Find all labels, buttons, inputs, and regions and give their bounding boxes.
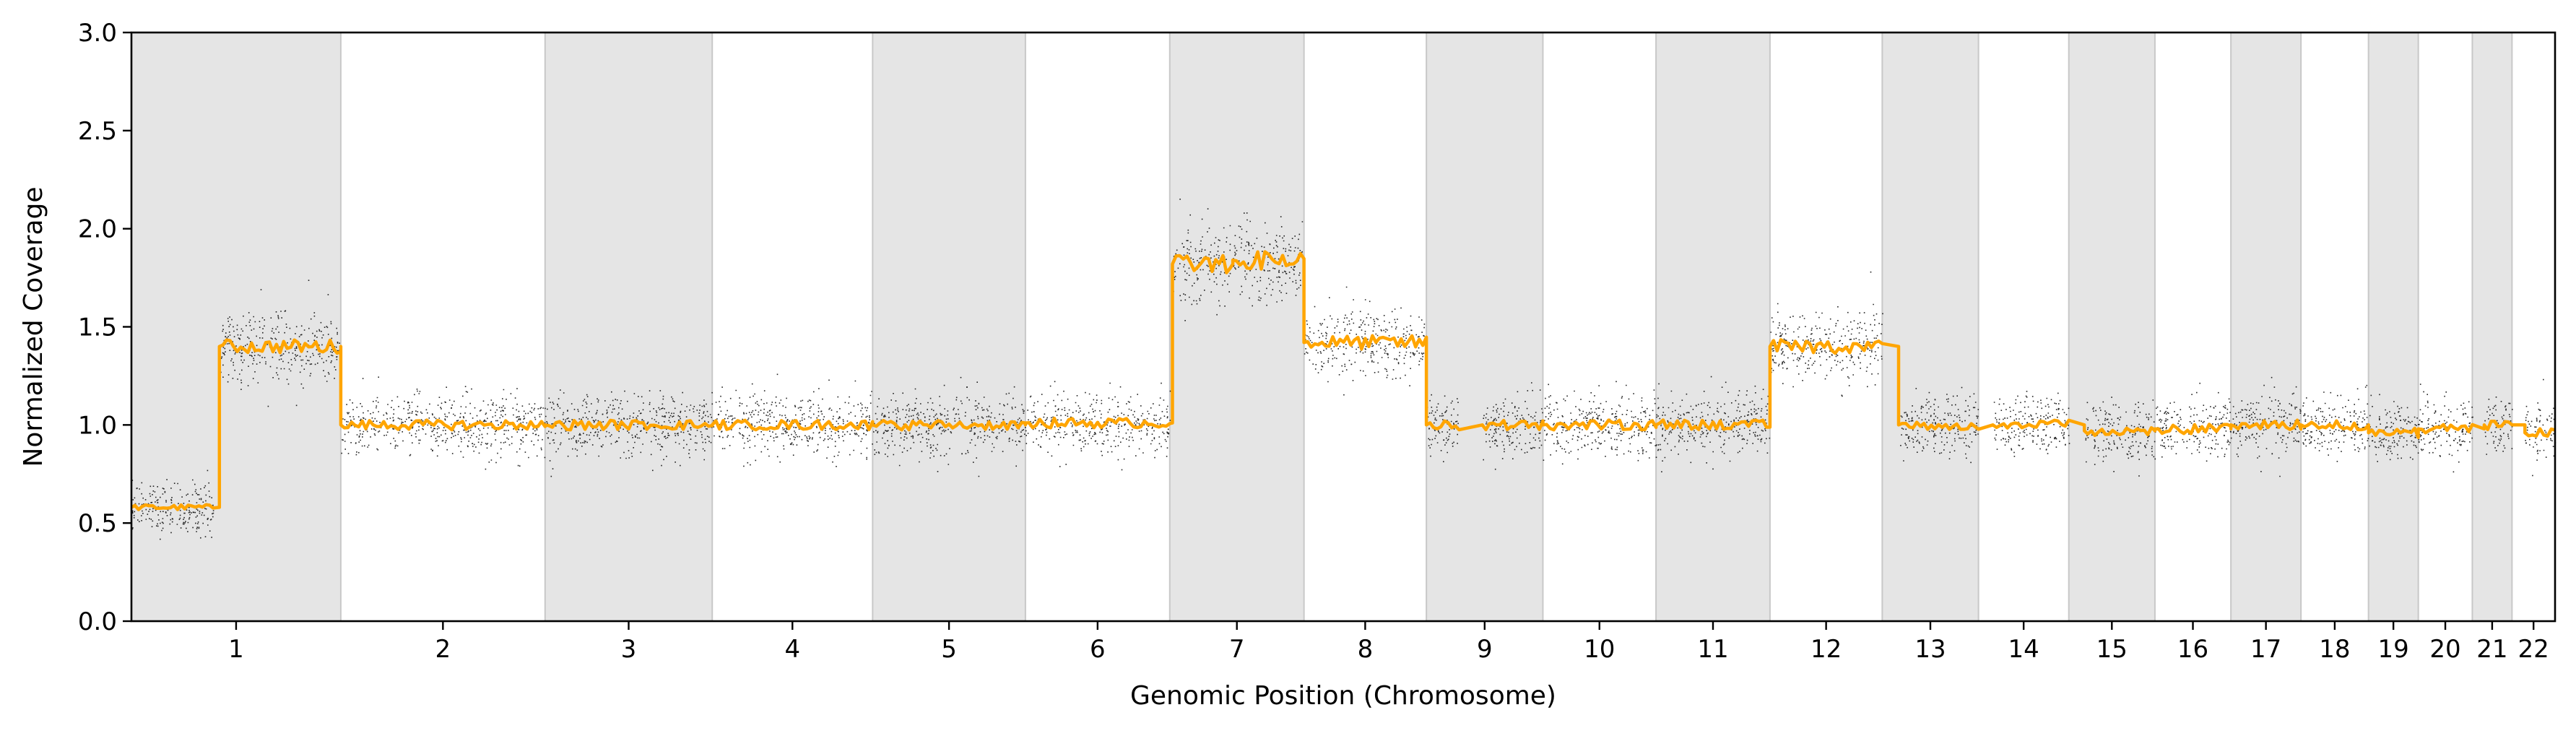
x-tick-label: 9	[1477, 635, 1493, 664]
y-tick-label: 2.5	[78, 117, 117, 146]
chromosome-band-11	[1656, 33, 1770, 621]
y-tick-label: 0.0	[78, 607, 117, 636]
chromosome-band-5	[872, 33, 1025, 621]
y-tick-label: 0.5	[78, 509, 117, 538]
x-tick-label: 15	[2096, 635, 2128, 664]
x-tick-label: 4	[784, 635, 800, 664]
chromosome-band-1	[131, 33, 341, 621]
x-tick-label: 17	[2250, 635, 2281, 664]
chromosome-bands	[131, 33, 2513, 621]
x-tick-label: 14	[2008, 635, 2039, 664]
y-tick-label: 3.0	[78, 19, 117, 48]
chromosome-band-13	[1882, 33, 1979, 621]
x-tick-label: 1	[228, 635, 244, 664]
x-tick-label: 2	[435, 635, 451, 664]
chromosome-band-9	[1426, 33, 1543, 621]
coverage-points-chr-19	[2369, 394, 2420, 462]
x-tick-label: 18	[2319, 635, 2350, 664]
x-axis-label: Genomic Position (Chromosome)	[1130, 681, 1556, 711]
chromosome-band-3	[545, 33, 713, 621]
chromosome-band-17	[2231, 33, 2302, 621]
x-axis: 1 2 3 4 5 6 7 8 9 10 11 12 13 14 15 16 17 18 19 20 21 22	[228, 621, 2549, 664]
x-tick-label: 7	[1229, 635, 1245, 664]
x-tick-label: 6	[1090, 635, 1106, 664]
x-tick-label: 5	[941, 635, 957, 664]
x-tick-label: 11	[1697, 635, 1728, 664]
y-tick-label: 2.0	[78, 215, 117, 244]
segment-line	[130, 250, 2556, 511]
chromosome-band-19	[2368, 33, 2419, 621]
chromosome-band-15	[2068, 33, 2155, 621]
x-tick-label: 13	[1914, 635, 1946, 664]
x-tick-label: 16	[2177, 635, 2208, 664]
x-tick-label: 10	[1584, 635, 1615, 664]
x-tick-label: 8	[1358, 635, 1374, 664]
x-tick-label: 19	[2378, 635, 2409, 664]
coverage-points-chr-16	[2156, 382, 2232, 462]
coverage-points	[131, 199, 2557, 540]
segment-lines	[130, 250, 2556, 511]
x-tick-label: 22	[2518, 635, 2549, 664]
coverage-points-chr-3	[545, 389, 714, 477]
y-axis-label: Normalized Coverage	[19, 186, 48, 467]
y-tick-label: 1.0	[78, 411, 117, 440]
y-axis: 0.0 0.5 1.0 1.5 2.0 2.5 3.0	[78, 19, 131, 636]
x-tick-label: 20	[2429, 635, 2460, 664]
x-tick-label: 12	[1810, 635, 1842, 664]
coverage-points-chr-12	[1770, 271, 1883, 397]
x-tick-label: 3	[621, 635, 637, 664]
x-tick-label: 21	[2476, 635, 2507, 664]
plot-frame	[130, 31, 2557, 623]
chromosome-band-21	[2472, 33, 2512, 621]
chromosome-band-7	[1169, 33, 1304, 621]
y-tick-label: 1.5	[78, 313, 117, 342]
